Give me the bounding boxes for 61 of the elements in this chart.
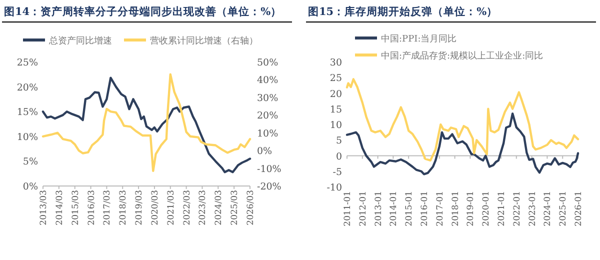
y2-tick-label: 50% [257,58,278,68]
x-tick-label: 2023/03 [198,190,208,226]
x-tick-label: 2022-01 [512,191,522,226]
x-tick-label: 2012-01 [358,191,368,226]
x-tick-label: 2018-01 [450,191,461,226]
y-tick-label: 20 [330,88,342,100]
y-tick-label: 25% [16,58,38,68]
x-tick-label: 2026-01 [574,191,584,226]
x-tick-label: 2025/03 [230,190,240,226]
y2-tick-label: 40% [257,75,278,86]
legend-label: 营收累计同比增速（右轴） [150,36,258,46]
x-tick-label: 2016/03 [86,190,97,226]
y2-tick-label: 20% [257,110,278,122]
y-tick-label: 15% [16,107,38,118]
y2-tick-label: 30% [257,92,278,104]
y-tick-label: 30 [330,58,342,68]
x-tick-label: 2024/03 [214,190,224,226]
y2-tick-label: -20% [257,182,282,192]
line-series [346,112,580,176]
x-tick-label: 2017/03 [102,190,113,226]
y2-tick-label: -10% [257,164,282,175]
x-tick-label: 2015-01 [404,191,415,226]
x-tick-label: 2014/03 [54,190,65,226]
x-tick-label: 2022/03 [182,190,192,226]
y2-tick-label: 10% [257,128,278,140]
y-tick-label: 5 [336,136,342,147]
x-tick-label: 2017-01 [435,191,446,226]
x-tick-label: 2021-01 [497,191,507,226]
x-tick-label: 2019/03 [134,190,145,226]
x-tick-label: 2023-01 [528,191,538,226]
y-tick-label: 15 [330,104,342,116]
y-tick-label: -10 [326,182,342,194]
x-tick-label: 2013/03 [39,190,49,226]
x-tick-label: 2020-01 [482,191,492,226]
y-tick-label: 5% [22,156,38,168]
y2-tick-label: 0% [257,146,272,158]
y-tick-label: 10 [330,120,342,131]
x-tick-label: 2014-01 [389,191,400,226]
x-tick-label: 2020/03 [150,190,160,226]
x-tick-label: 2026/03 [246,190,256,226]
line-series [346,78,580,162]
y-tick-label: 0% [22,182,38,192]
y-tick-label: 25 [330,73,342,84]
y-tick-label: 10% [16,132,38,143]
x-tick-label: 2015/03 [70,190,81,226]
x-tick-label: 2013-01 [374,191,384,226]
y-tick-label: 20% [16,82,38,94]
chart-title: 图14：资产周转率分子分母端同步出现改善（单位：%） [4,5,282,18]
x-tick-label: 2011-01 [343,191,353,226]
legend-label: 总资产同比增速 [48,36,112,46]
legend-label: 中国:产成品存货:规模以上工业企业:同比 [381,50,544,62]
x-tick-label: 2019-01 [466,191,476,226]
y-tick-label: 0 [336,151,342,162]
x-tick-label: 2024-01 [543,191,554,226]
legend-label: 中国:PPI:当月同比 [381,34,457,44]
x-tick-label: 2025-01 [558,191,569,226]
x-tick-label: 2016-01 [420,191,430,226]
x-tick-label: 2021/03 [166,190,176,226]
x-tick-label: 2018/03 [118,190,129,226]
y-tick-label: -5 [332,166,342,178]
chart-title: 图15：库存周期开始反弹（单位：%） [308,5,498,18]
